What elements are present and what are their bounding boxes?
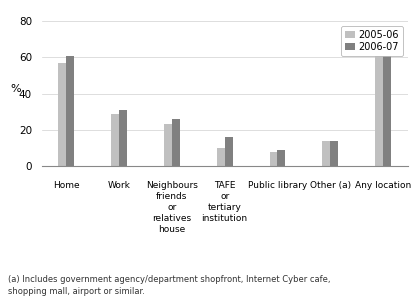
Bar — [322, 141, 330, 166]
Bar — [225, 137, 233, 166]
Text: Public library: Public library — [248, 181, 307, 190]
Bar — [58, 63, 66, 166]
Bar — [270, 152, 277, 166]
Bar — [330, 141, 338, 166]
Text: Any location: Any location — [355, 181, 411, 190]
Bar — [119, 110, 127, 166]
Text: TAFE
or
tertiary
institution: TAFE or tertiary institution — [202, 181, 248, 223]
Bar — [164, 124, 172, 166]
Text: Other (a): Other (a) — [310, 181, 351, 190]
Legend: 2005-06, 2006-07: 2005-06, 2006-07 — [341, 26, 403, 56]
Bar — [217, 148, 225, 166]
Bar — [277, 150, 285, 166]
Bar — [111, 114, 119, 166]
Bar — [172, 119, 180, 166]
Text: Home: Home — [53, 181, 79, 190]
Bar — [66, 56, 74, 166]
Bar — [383, 41, 391, 166]
Text: Neighbours
friends
or
relatives
house: Neighbours friends or relatives house — [146, 181, 198, 234]
Bar — [375, 48, 383, 166]
Text: (a) Includes government agency/department shopfront, Internet Cyber cafe,
shoppi: (a) Includes government agency/departmen… — [8, 275, 331, 296]
Y-axis label: %: % — [11, 84, 21, 94]
Text: Work: Work — [108, 181, 131, 190]
